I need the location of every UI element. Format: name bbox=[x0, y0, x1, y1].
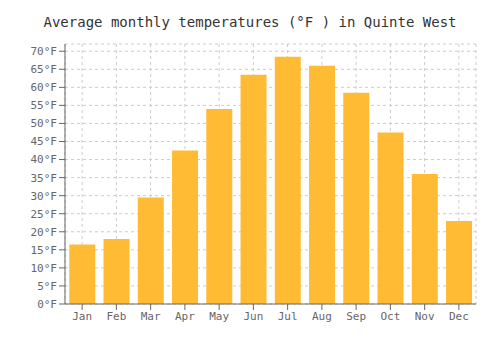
svg-text:5°F: 5°F bbox=[37, 280, 57, 293]
svg-text:0°F: 0°F bbox=[37, 298, 57, 311]
svg-text:Apr: Apr bbox=[175, 310, 195, 323]
svg-text:50°F: 50°F bbox=[31, 117, 58, 130]
svg-text:45°F: 45°F bbox=[31, 135, 58, 148]
svg-text:55°F: 55°F bbox=[31, 99, 58, 112]
svg-text:20°F: 20°F bbox=[31, 226, 58, 239]
svg-text:Jun: Jun bbox=[243, 310, 263, 323]
svg-text:25°F: 25°F bbox=[31, 208, 58, 221]
svg-text:Jul: Jul bbox=[278, 310, 298, 323]
svg-text:Aug: Aug bbox=[312, 310, 332, 323]
svg-text:40°F: 40°F bbox=[31, 153, 58, 166]
svg-text:70°F: 70°F bbox=[31, 45, 58, 58]
svg-text:15°F: 15°F bbox=[31, 244, 58, 257]
svg-text:35°F: 35°F bbox=[31, 172, 58, 185]
svg-text:65°F: 65°F bbox=[31, 63, 58, 76]
svg-text:60°F: 60°F bbox=[31, 81, 58, 94]
svg-text:Sep: Sep bbox=[346, 310, 366, 323]
svg-text:Feb: Feb bbox=[106, 310, 126, 323]
svg-text:Oct: Oct bbox=[380, 310, 400, 323]
svg-text:Jan: Jan bbox=[72, 310, 92, 323]
svg-text:30°F: 30°F bbox=[31, 190, 58, 203]
svg-text:Dec: Dec bbox=[449, 310, 469, 323]
svg-text:10°F: 10°F bbox=[31, 262, 58, 275]
svg-text:Mar: Mar bbox=[141, 310, 161, 323]
html-text:Average monthly temperatures (: Average monthly temperatures (°F ) in Qu… bbox=[43, 14, 457, 30]
svg-text:Nov: Nov bbox=[415, 310, 435, 323]
svg-text:May: May bbox=[209, 310, 229, 323]
